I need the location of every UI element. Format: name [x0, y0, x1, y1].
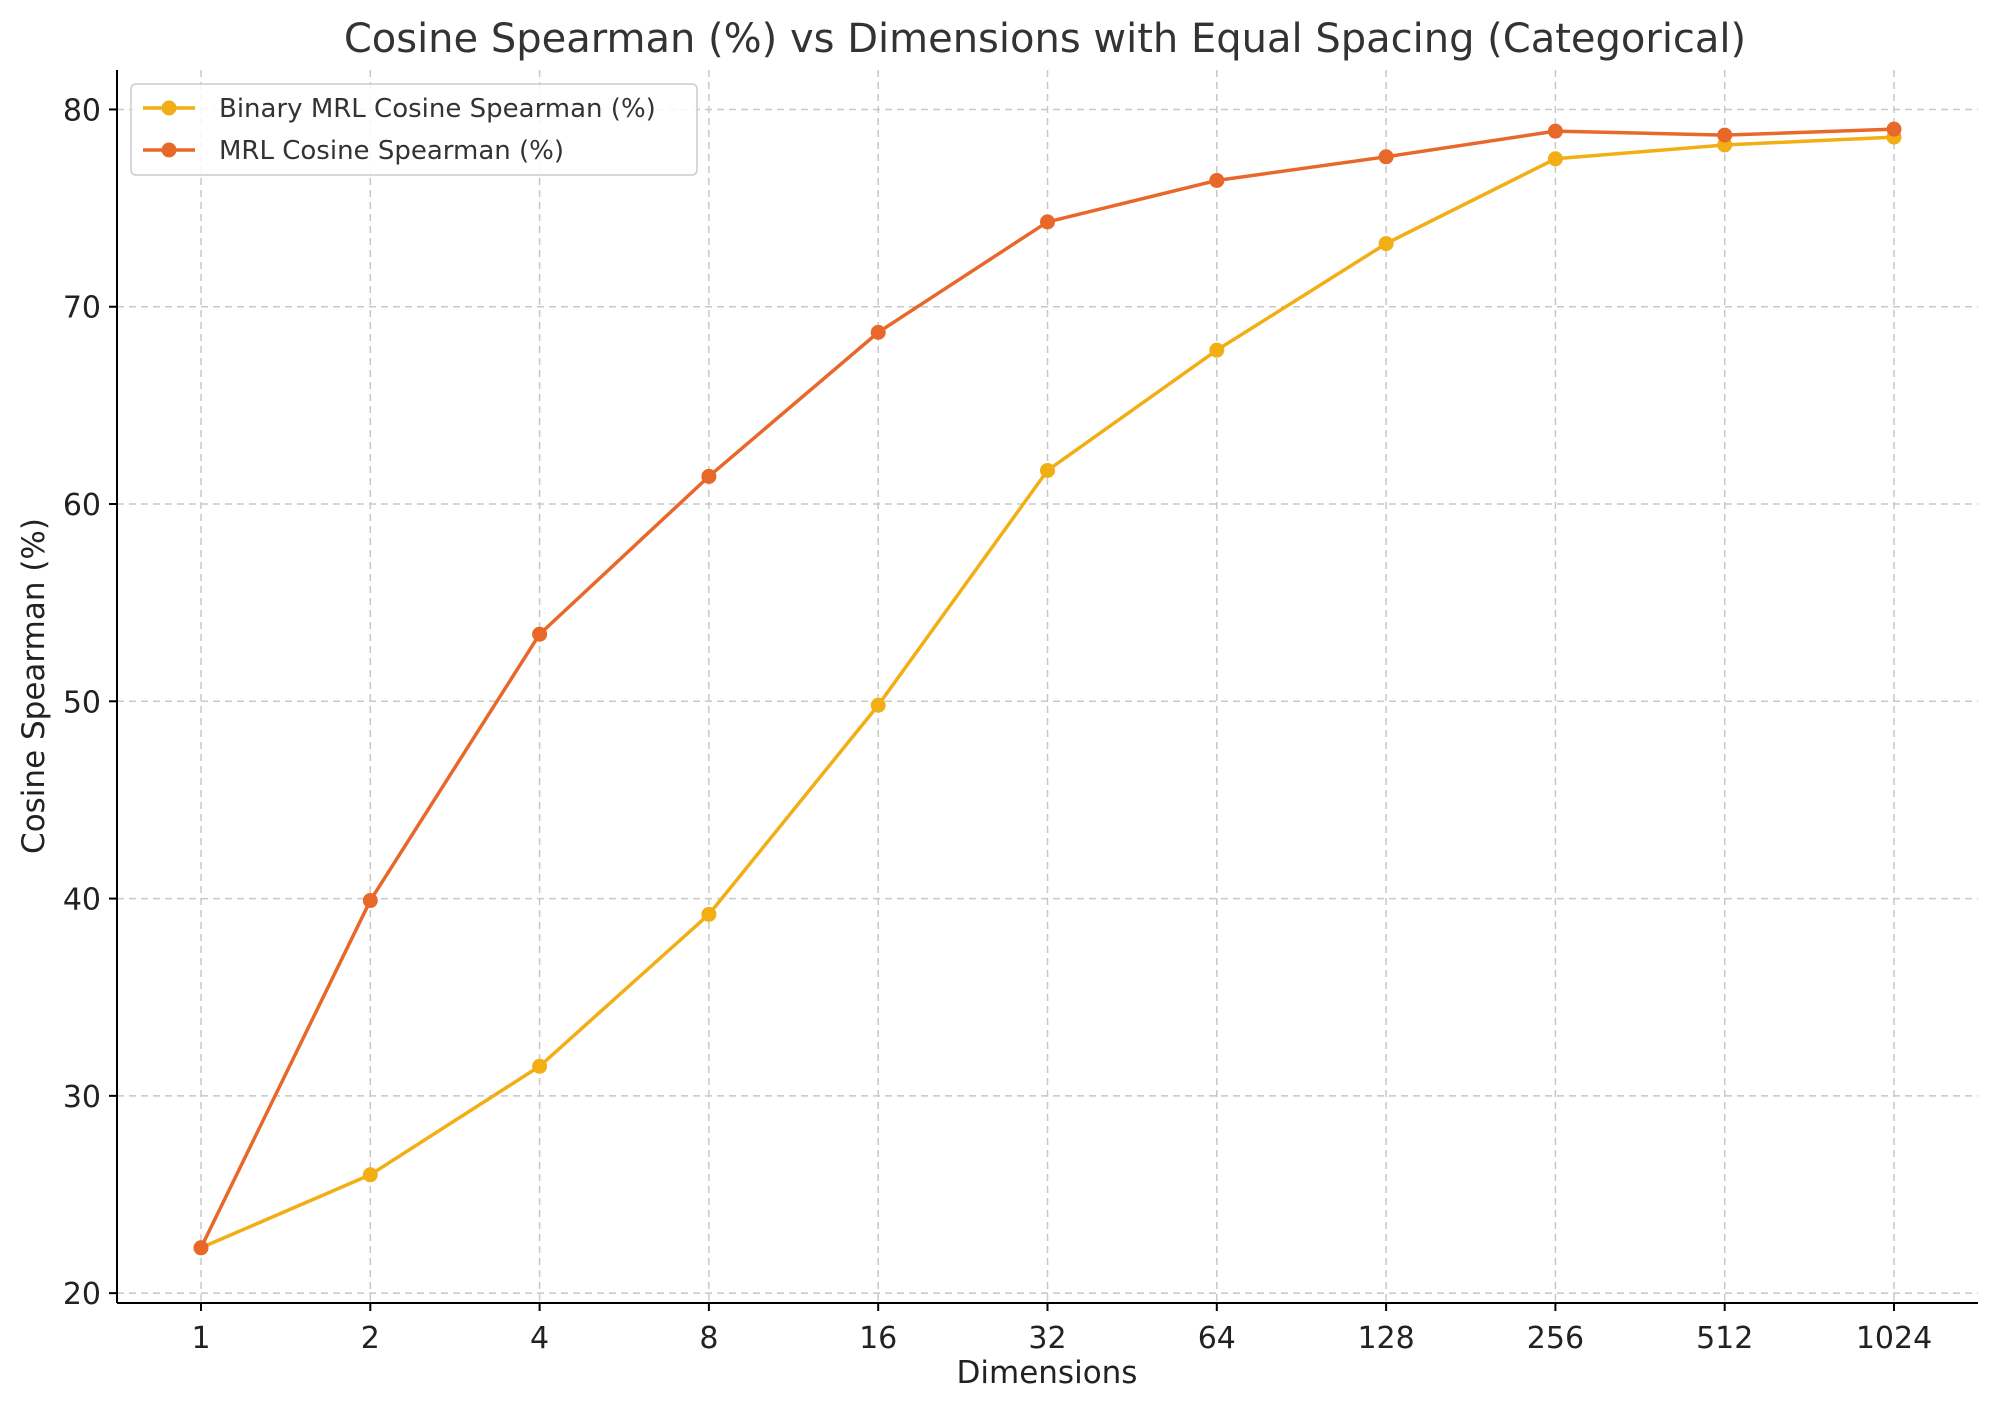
x-tick-label: 8 [699, 1321, 718, 1356]
x-axis-label: Dimensions [957, 1355, 1138, 1391]
data-point [870, 324, 886, 340]
data-point [1886, 121, 1902, 137]
data-point [1209, 172, 1225, 188]
x-tick-label: 1024 [1856, 1321, 1932, 1356]
data-point [1040, 462, 1055, 478]
legend-marker [161, 142, 177, 158]
data-point [870, 697, 886, 713]
y-axis-label: Cosine Spearman (%) [16, 518, 52, 854]
data-point [362, 893, 378, 909]
data-point [1209, 342, 1225, 358]
y-tick-label: 70 [63, 291, 101, 326]
series [193, 121, 1902, 1256]
data-point [532, 1058, 548, 1074]
y-tick-label: 50 [63, 685, 101, 720]
data-point [532, 626, 548, 642]
legend-label: Binary MRL Cosine Spearman (%) [219, 94, 656, 124]
data-point [193, 1240, 209, 1256]
data-point [1378, 149, 1394, 165]
legend: Binary MRL Cosine Spearman (%) MRL Cosine… [130, 83, 698, 176]
legend-label: MRL Cosine Spearman (%) [219, 136, 564, 166]
legend-marker [161, 100, 177, 116]
data-point [1378, 236, 1394, 252]
data-point [701, 468, 717, 484]
x-tick-label: 512 [1696, 1321, 1753, 1356]
legend-box [130, 83, 698, 176]
data-point [1040, 214, 1055, 230]
x-tick-label: 64 [1198, 1321, 1236, 1356]
x-tick-label: 32 [1028, 1321, 1066, 1356]
ticks: 1 2 4 8 16 32 64 128 256 512 1024 20 30 40 50 60 70 80 [63, 93, 1932, 1356]
x-tick-label: 1 [191, 1321, 210, 1356]
x-tick-label: 16 [859, 1321, 897, 1356]
y-tick-label: 80 [63, 93, 101, 128]
chart-title: Cosine Spearman (%) vs Dimensions with E… [344, 16, 1746, 62]
data-point [362, 1167, 378, 1183]
x-tick-label: 256 [1527, 1321, 1584, 1356]
x-tick-label: 4 [530, 1321, 549, 1356]
y-tick-label: 30 [63, 1080, 101, 1115]
y-tick-label: 20 [63, 1277, 101, 1312]
y-tick-label: 60 [63, 488, 101, 523]
grid [117, 70, 1978, 1303]
data-point [1547, 123, 1563, 139]
x-tick-label: 2 [361, 1321, 380, 1356]
data-point [1547, 151, 1563, 167]
data-point [1717, 127, 1733, 143]
y-tick-label: 40 [63, 883, 101, 918]
x-tick-label: 128 [1357, 1321, 1414, 1356]
data-point [701, 906, 717, 922]
